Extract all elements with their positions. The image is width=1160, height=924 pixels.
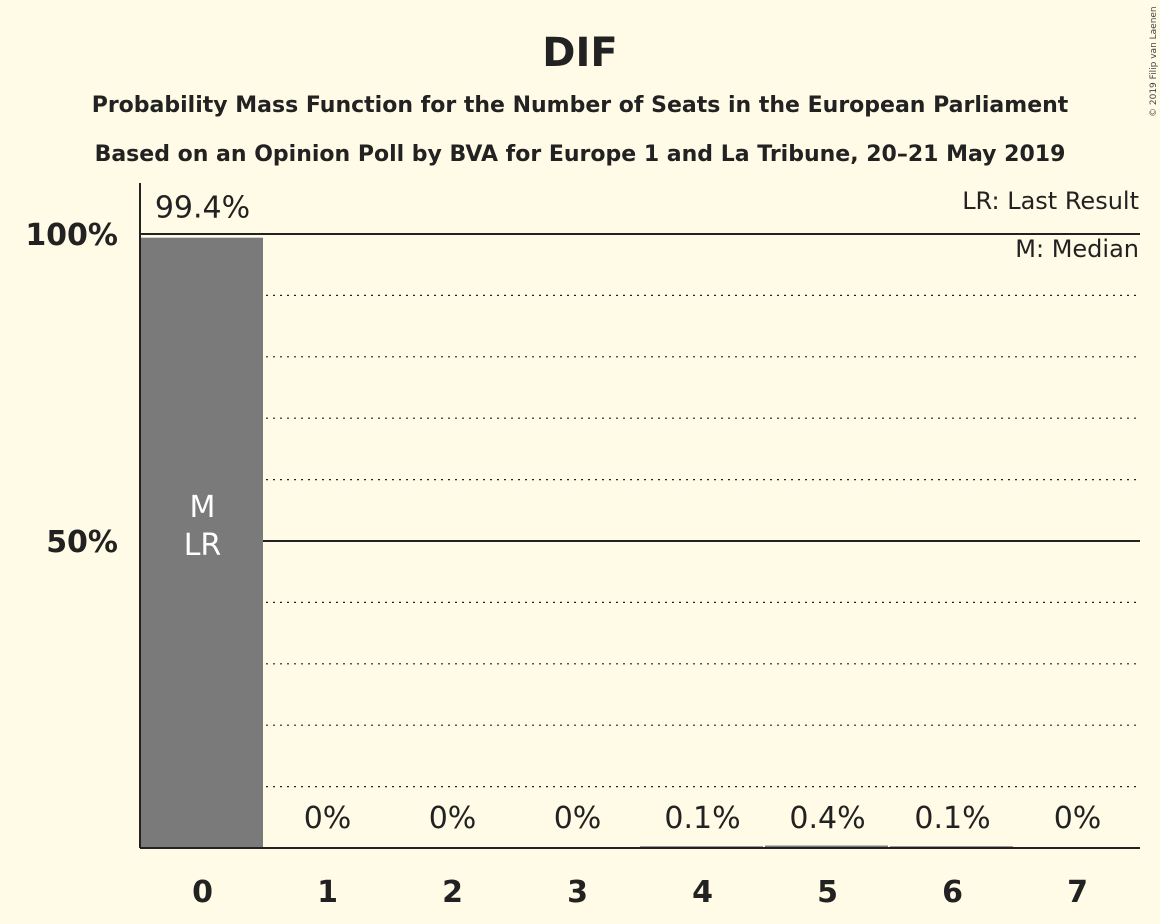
chart-title: DIF (542, 30, 617, 76)
bar-value-label: 0% (304, 801, 352, 836)
x-tick-label: 0 (192, 875, 213, 910)
copyright-credit: © 2019 Filip van Laenen (1149, 6, 1159, 117)
chart-subtitle-line-1: Probability Mass Function for the Number… (92, 93, 1069, 118)
legend-median: M: Median (1015, 235, 1139, 263)
y-tick-label: 100% (25, 218, 118, 253)
x-tick-label: 7 (1067, 875, 1088, 910)
grid-lines (140, 233, 1140, 788)
bar-value-label: 0% (429, 801, 477, 836)
y-tick-label: 50% (46, 525, 118, 560)
bar-value-label: 99.4% (155, 191, 250, 226)
bar-0 (140, 237, 263, 848)
bars-group (140, 237, 1013, 848)
axes-group (139, 183, 1140, 849)
bar-value-label: 0.1% (914, 801, 990, 836)
bar-annotation-m: M (190, 490, 216, 525)
x-tick-label: 3 (567, 875, 588, 910)
bar-value-label: 0% (1054, 801, 1102, 836)
bar-value-label: 0.1% (664, 801, 740, 836)
x-tick-label: 5 (817, 875, 838, 910)
bar-value-label: 0% (554, 801, 602, 836)
labels-group: 50% 100% 99.4% 0 0% 1 0% 2 0% 3 0.1% 4 0.4% 5 0.1% 6 0% 7… (25, 191, 1101, 910)
x-tick-label: 2 (442, 875, 463, 910)
x-tick-label: 1 (317, 875, 338, 910)
bar-value-label: 0.4% (789, 801, 865, 836)
chart-subtitle-line-2: Based on an Opinion Poll by BVA for Euro… (95, 142, 1066, 167)
x-tick-label: 4 (692, 875, 713, 910)
legend-last-result: LR: Last Result (962, 187, 1139, 215)
bar-annotation-lr: LR (184, 528, 222, 563)
x-tick-label: 6 (942, 875, 963, 910)
